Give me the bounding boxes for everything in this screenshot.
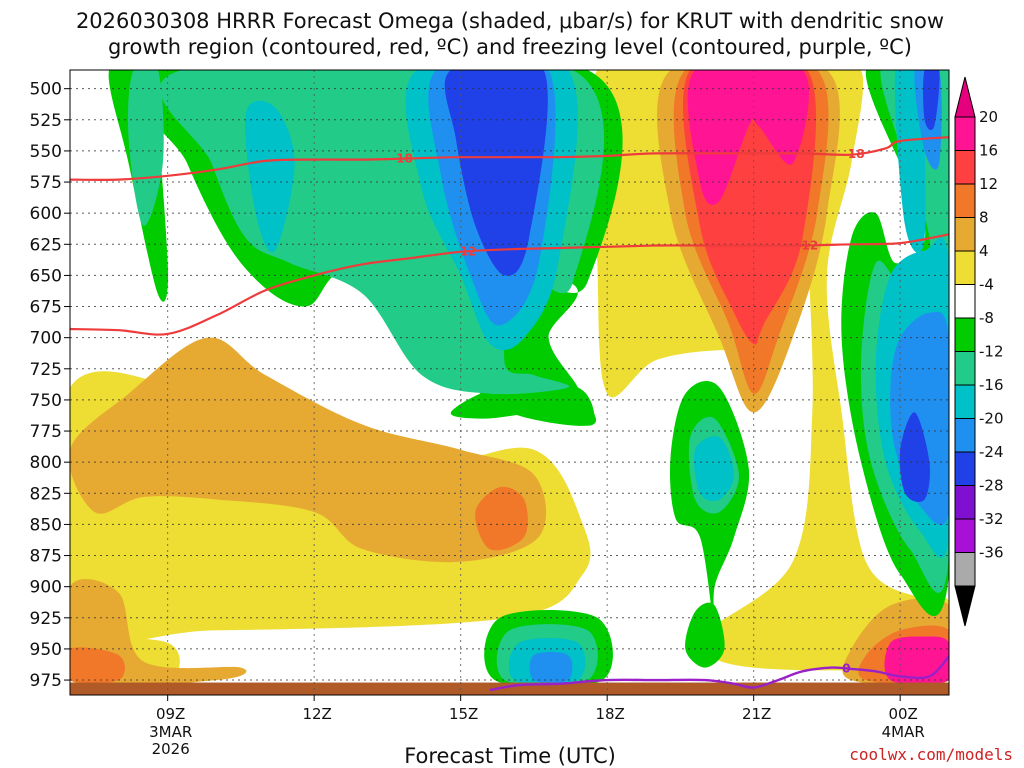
colorbar-label-12: 12 (979, 175, 998, 193)
y-tick-label-550: 550 (30, 142, 62, 162)
source-credit: coolwx.com/models (849, 745, 1013, 764)
dgz-label-minus12-b: -12 (797, 238, 819, 252)
x-tick-label-21Z: 21Z (742, 705, 771, 723)
gridlines (70, 70, 949, 695)
dgz-contour-minus18 (70, 136, 949, 181)
y-tick-label-975: 975 (30, 671, 62, 691)
omega-region-neg12-27 (245, 100, 295, 253)
omega-region-pos8-4 (70, 337, 547, 563)
colorbar-segment--8 (954, 317, 976, 352)
colorbar-label--4: -4 (979, 276, 994, 294)
colorbar-label--20: -20 (979, 410, 1004, 428)
omega-region-neg4-17 (450, 383, 595, 426)
colorbar-label-16: 16 (979, 142, 998, 160)
dgz-label-minus18-b: 18 (848, 147, 865, 161)
y-tick-label-925: 925 (30, 609, 62, 629)
y-tick-label-900: 900 (30, 578, 62, 598)
omega-region-pos12-7 (475, 486, 528, 551)
colorbar-bottom-arrow (954, 585, 976, 627)
omega-region-neg4-19 (685, 602, 725, 668)
colorbar-segment-20 (954, 116, 976, 151)
y-tick-label-500: 500 (30, 80, 62, 100)
y-tick-label-825: 825 (30, 484, 62, 504)
omega-region-pos20-14 (884, 636, 949, 685)
omega-region-neg12-29 (693, 436, 735, 502)
omega-region-neg16-36 (529, 652, 573, 684)
y-tick-label-575: 575 (30, 173, 62, 193)
y-tick-label-625: 625 (30, 235, 62, 255)
y-tick-label-650: 650 (30, 266, 62, 286)
y-tick-label-875: 875 (30, 547, 62, 567)
colorbar-segment--28 (954, 485, 976, 520)
colorbar-segment--36 (954, 552, 976, 587)
colorbar-label--24: -24 (979, 443, 1004, 461)
x-tick-date-09Z: 3MAR (149, 723, 192, 741)
x-tick-label-18Z: 18Z (595, 705, 624, 723)
y-tick-label-850: 850 (30, 515, 62, 535)
colorbar-label--8: -8 (979, 309, 994, 327)
colorbar-segment-16 (954, 150, 976, 185)
freezing-level-label: 0 (842, 662, 850, 676)
colorbar-label--16: -16 (979, 376, 1004, 394)
y-tick-label-725: 725 (30, 360, 62, 380)
ground-layer (70, 682, 949, 695)
colorbar-top-arrow (954, 76, 976, 118)
colorbar-segment-4 (954, 250, 976, 285)
colorbar: 20 16 12 8 4 -4 -8 -12 -16 -20 -24 -28 -32 -36 (954, 76, 1004, 627)
colorbar-segment--20 (954, 418, 976, 453)
y-tick-label-700: 700 (30, 329, 62, 349)
omega-region-neg8-23 (128, 70, 164, 226)
plot-area: -18 18 -12 -12 0 (70, 70, 949, 695)
y-tick-label-750: 750 (30, 391, 62, 411)
colorbar-segment-8 (954, 217, 976, 252)
y-tick-label-600: 600 (30, 204, 62, 224)
x-tick-label-12Z: 12Z (302, 705, 331, 723)
x-tick-label-15Z: 15Z (449, 705, 478, 723)
plot-frame (69, 69, 950, 696)
omega-region-pos4-2 (703, 70, 949, 671)
omega-region-neg20-37 (444, 70, 548, 276)
y-tick-label-675: 675 (30, 298, 62, 318)
omega-region-pos20-13 (687, 70, 809, 205)
colorbar-segment--12 (954, 351, 976, 386)
colorbar-label--32: -32 (979, 510, 1004, 528)
omega-region-neg20-38 (899, 412, 931, 503)
y-tick-label-525: 525 (30, 111, 62, 131)
freezing-level-contour (489, 655, 949, 692)
colorbar-segment-12 (954, 183, 976, 218)
omega-region-neg12-31 (894, 70, 926, 253)
omega-region-neg20-39 (923, 70, 940, 131)
dgz-contour-minus12 (70, 233, 949, 336)
x-tick-label-00Z: 00Z (888, 705, 917, 723)
colorbar-label--28: -28 (979, 477, 1004, 495)
dgz-label-minus12-a: -12 (455, 245, 477, 259)
x-tick-date-00Z: 4MAR (882, 723, 925, 741)
colorbar-label--36: -36 (979, 544, 1004, 562)
y-tick-label-775: 775 (30, 422, 62, 442)
chart-title-line-2: growth region (contoured, red, ºC) and f… (108, 35, 912, 59)
dgz-label-minus18-a: -18 (391, 152, 413, 166)
omega-region-pos12-8 (70, 647, 125, 684)
colorbar-segment--24 (954, 451, 976, 486)
colorbar-label-20: 20 (979, 108, 998, 126)
colorbar-label-8: 8 (979, 209, 989, 227)
chart-title-line-1: 2026030308 HRRR Forecast Omega (shaded, … (76, 9, 944, 33)
colorbar-segment--4 (954, 284, 976, 319)
y-tick-label-950: 950 (30, 640, 62, 660)
contours: -18 18 -12 -12 0 (70, 136, 949, 692)
x-axis-title: Forecast Time (UTC) (404, 744, 616, 768)
x-tick-label-09Z: 09Z (156, 705, 185, 723)
colorbar-label-4: 4 (979, 242, 989, 260)
omega-shading (70, 70, 949, 695)
x-tick-year-09Z: 2026 (152, 740, 190, 758)
y-tick-label-800: 800 (30, 453, 62, 473)
colorbar-segment--32 (954, 518, 976, 553)
y-axis: 500 525 550 575 600 625 650 675 700 725 750 775 800 8… (30, 80, 70, 691)
colorbar-segment--16 (954, 384, 976, 419)
colorbar-label--12: -12 (979, 343, 1004, 361)
